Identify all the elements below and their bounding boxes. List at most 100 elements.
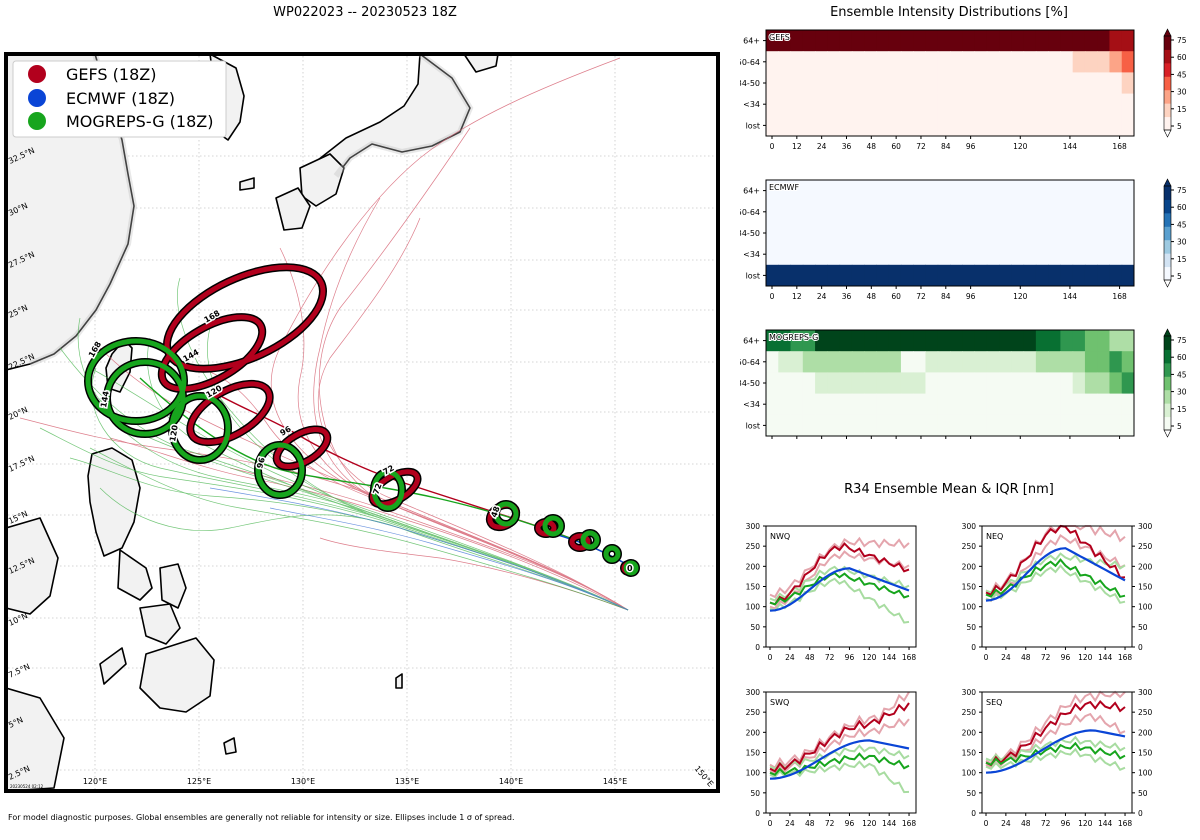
heatmap-cell bbox=[900, 222, 914, 245]
heatmap-cell bbox=[962, 51, 976, 73]
y-tick-label: 50-64 bbox=[740, 358, 760, 367]
colorbar-segment bbox=[1164, 416, 1171, 431]
heatmap-cell bbox=[888, 414, 902, 437]
heatmap-cell bbox=[1035, 180, 1049, 202]
intensity-title: Ensemble Intensity Distributions [%] bbox=[830, 5, 1068, 20]
r34-series-line bbox=[769, 571, 910, 606]
heatmap-cell bbox=[913, 393, 926, 416]
heatmap-cell bbox=[900, 201, 914, 223]
heatmap-cell bbox=[1097, 330, 1110, 352]
intensity-heatmaps: GEFS 64+ 50-64 34-50 <34 lost 0 12 24 36 48 60 72 84 9… bbox=[740, 28, 1187, 439]
heatmap-cell bbox=[937, 222, 951, 245]
x-tick-label: 48 bbox=[1021, 653, 1031, 662]
heatmap-cell bbox=[778, 264, 792, 287]
heatmap-cell bbox=[950, 114, 963, 137]
colorbar-segment bbox=[1164, 36, 1171, 50]
heatmap-cell bbox=[913, 264, 926, 287]
heatmap-cell bbox=[1121, 222, 1135, 245]
heatmap-cell bbox=[851, 414, 865, 437]
y-tick-label: <34 bbox=[743, 250, 760, 259]
heatmap-cell bbox=[1023, 393, 1037, 416]
r34-series-line bbox=[769, 760, 910, 794]
colorbar-tick: 5 bbox=[1177, 122, 1182, 131]
heatmap-cell bbox=[1121, 72, 1135, 95]
x-tick-label: 12 bbox=[792, 142, 802, 151]
heatmap-cell bbox=[876, 201, 890, 223]
heatmap-cell bbox=[815, 72, 828, 95]
heatmap-cell bbox=[986, 330, 1000, 352]
heatmap-cell bbox=[1097, 114, 1110, 137]
heatmap-cell bbox=[766, 393, 779, 416]
heatmap-cell bbox=[802, 393, 816, 416]
colorbar-tick: 60 bbox=[1177, 53, 1187, 62]
heatmap-cell bbox=[962, 180, 976, 202]
heatmap-cell bbox=[1084, 264, 1098, 287]
heatmap-cell bbox=[790, 93, 804, 116]
heatmap-cell bbox=[974, 372, 988, 395]
heatmap-cell bbox=[962, 114, 976, 137]
r34-series-line bbox=[769, 744, 910, 771]
colorbar-tick: 30 bbox=[1177, 388, 1187, 397]
heatmap-cell bbox=[827, 330, 841, 352]
colorbar-tick: 15 bbox=[1177, 105, 1187, 114]
heatmap-cell bbox=[790, 372, 804, 395]
heatmap-cell bbox=[900, 51, 914, 73]
heatmap-cell bbox=[974, 264, 988, 287]
track-map: 168 144 120 96 72 168 144 120 96 72 48 0… bbox=[4, 52, 720, 793]
heatmap-cell bbox=[827, 393, 841, 416]
heatmap-cell bbox=[876, 393, 890, 416]
intensity-panel: ECMWF 64+ 50-64 34-50 <34 lost 0 12 24 36 48 60 72 84… bbox=[740, 178, 1187, 301]
heatmap-cell bbox=[815, 201, 828, 223]
heatmap-cell bbox=[864, 51, 877, 73]
heatmap-cell bbox=[1109, 222, 1123, 245]
legend-label: ECMWF (18Z) bbox=[66, 89, 175, 108]
y-tick-label: 100 bbox=[1138, 603, 1153, 612]
heatmap-cell bbox=[876, 72, 890, 95]
heatmap-cell bbox=[1060, 414, 1074, 437]
heatmap-cell bbox=[839, 351, 853, 373]
heatmap-cell bbox=[1048, 30, 1061, 52]
heatmap-cell bbox=[1011, 30, 1025, 52]
heatmap-cell bbox=[876, 243, 890, 266]
heatmap-cell bbox=[1072, 180, 1086, 202]
heatmap-cell bbox=[962, 243, 976, 266]
heatmap-cell bbox=[802, 93, 816, 116]
y-tick-label: 250 bbox=[746, 542, 761, 551]
x-tick-label: 120 bbox=[862, 653, 877, 662]
legend-label: GEFS (18Z) bbox=[66, 65, 156, 84]
heatmap-cell bbox=[950, 180, 963, 202]
heatmap-cell bbox=[778, 72, 792, 95]
heatmap-cell bbox=[1035, 93, 1049, 116]
x-tick-label: 72 bbox=[1041, 653, 1051, 662]
y-tick-label: 50-64 bbox=[740, 208, 760, 217]
heatmap-cell bbox=[1109, 264, 1123, 287]
heatmap-cell bbox=[950, 51, 963, 73]
heatmap-cell bbox=[1060, 72, 1074, 95]
heatmap-cell bbox=[851, 93, 865, 116]
y-tick-label: 50 bbox=[1138, 789, 1148, 798]
heatmap-cell bbox=[1097, 201, 1110, 223]
panel-label: ECMWF bbox=[769, 183, 799, 192]
heatmap-cell bbox=[962, 201, 976, 223]
y-tick-label: 200 bbox=[746, 728, 761, 737]
heatmap-cell bbox=[950, 264, 963, 287]
heatmap-cell bbox=[1023, 114, 1037, 137]
heatmap-cell bbox=[1084, 243, 1098, 266]
heatmap-cell bbox=[827, 180, 841, 202]
heatmap-cell bbox=[1011, 330, 1025, 352]
heatmap-cell bbox=[974, 72, 988, 95]
colorbar-segment bbox=[1164, 199, 1171, 214]
heatmap-cell bbox=[1121, 414, 1135, 437]
heatmap-cell bbox=[851, 243, 865, 266]
colorbar-tick: 30 bbox=[1177, 88, 1187, 97]
heatmap-cell bbox=[839, 51, 853, 73]
colorbar-segment bbox=[1164, 349, 1171, 364]
x-tick-label: 72 bbox=[825, 653, 835, 662]
heatmap-cell bbox=[937, 243, 951, 266]
heatmap-cell bbox=[851, 201, 865, 223]
uncertainty-ellipses bbox=[84, 263, 640, 577]
heatmap-cell bbox=[999, 330, 1012, 352]
heatmap-cell bbox=[925, 264, 939, 287]
heatmap-cell bbox=[778, 414, 792, 437]
r34-title: R34 Ensemble Mean & IQR [nm] bbox=[844, 482, 1054, 497]
